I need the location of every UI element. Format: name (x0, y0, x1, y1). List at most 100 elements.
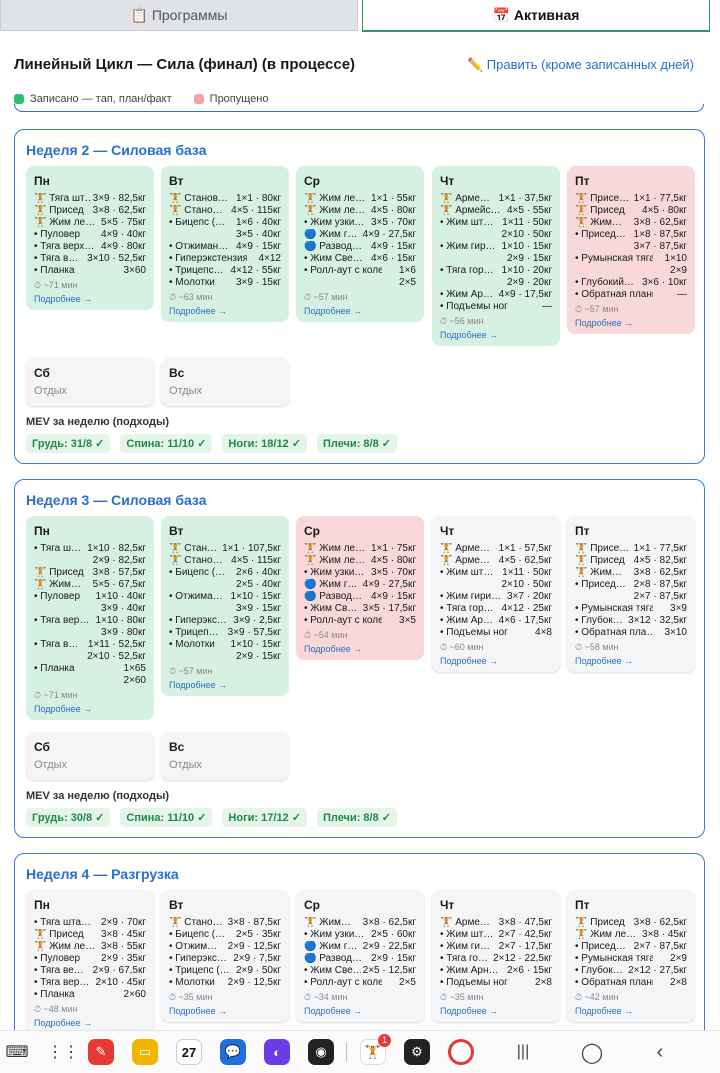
day-card[interactable]: Ср 🏋 Жим ле… 1×1 · 55кг 🏋 Жим ле… 4×5 · 80кг… (296, 166, 424, 322)
mev-badge-shoulders: Плечи: 8/8 ✓ (316, 434, 397, 453)
day-card[interactable]: Вт 🏋 Стан… 1×1 · 107,5кг 🏋 Стано… 4×5 · 115к… (161, 516, 289, 696)
tab-active[interactable]: 📅 Активная (362, 0, 710, 31)
exercise-name: • Гиперэкс… (169, 953, 227, 964)
back-button[interactable]: ‹ (656, 1040, 664, 1063)
details-link[interactable]: Подробнее → (304, 644, 363, 654)
details-link[interactable]: Подробнее → (575, 656, 634, 666)
exercise-name: • Трицепс… (169, 265, 224, 276)
exercise-sets: 2×6 · 15кг (507, 965, 552, 976)
exercise-sets: 3×7 · 87,5кг (633, 241, 687, 252)
exercise-sets: 1×1 · 55кг (371, 193, 416, 204)
week-card: Неделя 2 — Силовая база Пн 🏋 Тяга шт… 3×9 … (14, 129, 705, 464)
exercise-name: 🏋 Присед (575, 917, 625, 928)
exercise-sets: 4×9 · 15кг (371, 591, 416, 602)
files-app-icon[interactable]: ▭ (132, 1039, 158, 1065)
exercise-row: • Жим гир… 1×10 · 15кг (440, 241, 552, 253)
day-card[interactable]: Вт 🏋 Станов… 1×1 · 80кг 🏋 Стано… 4×5 · 115кг… (161, 166, 289, 322)
exercise-name: • Тяга вер… (34, 615, 90, 626)
exercise-name: • Пуловер (34, 953, 81, 964)
details-link[interactable]: Подробнее → (304, 1006, 363, 1016)
details-link[interactable]: Подробнее → (34, 1018, 93, 1028)
day-card[interactable]: Чт 🏋 Арме… 1×1 · 57,5кг 🏋 Арме… 4×5 · 62,5кг… (432, 516, 560, 672)
day-card[interactable]: Пн 🏋 Тяга шт… 3×9 · 82,5кг 🏋 Присед 3×8 · 62… (26, 166, 154, 310)
assistant-icon[interactable]: ⌨ (5, 1044, 29, 1061)
details-link[interactable]: Подробнее → (440, 330, 499, 340)
exercise-sets: 3×5 · 70кг (371, 217, 416, 228)
exercise-sets: 2×10 · 52,5кг (87, 651, 146, 662)
exercise-name: • Обратная планка (575, 289, 653, 300)
exercise-sets: 2×7 · 87,5кг (633, 941, 687, 952)
details-link[interactable]: Подробнее → (169, 680, 228, 690)
day-card[interactable]: Пн • Тяга ш… 1×10 · 82,5кг 2×9 · 82,5кг 🏋 Пр… (26, 516, 154, 720)
exercise-sets: 2×10 · 50кг (501, 229, 552, 240)
details-link[interactable]: Подробнее → (575, 1006, 634, 1016)
details-link[interactable]: Подробнее → (169, 306, 228, 316)
exercise-name: 🏋 Присе… (575, 193, 630, 204)
exercise-row: 2×9 · 15кг (440, 253, 552, 265)
details-link[interactable]: Подробнее → (304, 306, 363, 316)
duration-estimate: ⏱ ~42 мин (575, 992, 619, 1002)
apps-grid-icon[interactable]: ⋮⋮ (47, 1044, 79, 1061)
exercise-sets: 3×7 · 20кг (507, 591, 552, 602)
day-card[interactable]: Пн • Тяга шта… 2×9 · 70кг 🏋 Присед 3×8 · 45к… (26, 890, 154, 1034)
exercise-row: • Отжим… 2×9 · 12,5кг (169, 941, 281, 953)
notes-app-icon[interactable]: ✎ (88, 1039, 114, 1065)
exercise-sets: 2×9 (670, 265, 687, 276)
program-header: Линейный Цикл — Сила (финал) (в процессе… (14, 56, 714, 76)
exercise-sets: 3×9 · 57,5кг (227, 627, 281, 638)
details-link[interactable]: Подробнее → (440, 1006, 499, 1016)
tab-programs[interactable]: 📋 Программы (0, 0, 358, 31)
exercise-sets: 4×12 (258, 253, 281, 264)
exercise-name: 🏋 Присед (34, 205, 84, 216)
day-card-sun[interactable]: Вс Отдых (161, 358, 289, 406)
day-card[interactable]: Пт 🏋 Присе… 1×1 · 77,5кг 🏋 Присед 4×5 · 80кг… (567, 166, 695, 334)
rest-label: Отдых (169, 385, 203, 397)
legend-missed-label: Пропущено (209, 93, 269, 105)
details-link[interactable]: Подробнее → (575, 318, 634, 328)
day-card[interactable]: Вт 🏋 Стано… 3×8 · 87,5кг • Бицепс (… 2×5 · 3… (161, 890, 289, 1022)
home-button[interactable]: ◯ (580, 1041, 604, 1064)
exercise-name: • Тяга го… (440, 953, 488, 964)
details-link[interactable]: Подробнее → (34, 294, 93, 304)
camera-app-icon[interactable]: ◉ (308, 1039, 334, 1065)
day-card[interactable]: Чт 🏋 Арме… 3×8 · 47,5кг • Жим шт… 2×7 · 42,5… (432, 890, 560, 1022)
exercise-name: • Жим Арн… (440, 965, 499, 976)
details-link[interactable]: Подробнее → (440, 656, 499, 666)
day-card-sat[interactable]: Сб Отдых (26, 358, 154, 406)
notification-badge: 1 (378, 1034, 391, 1047)
exercise-sets: 3×60 (123, 265, 146, 276)
details-link[interactable]: Подробнее → (34, 704, 93, 714)
exercise-row: • Тяга вер… 2×10 · 45кг (34, 977, 146, 989)
exercise-sets: 4×5 · 62,5кг (498, 555, 552, 566)
settings-app-icon[interactable]: ⚙ (404, 1039, 430, 1065)
exercise-sets: 1×11 · 52,5кг (87, 639, 146, 650)
exercise-sets: 3×8 · 62,5кг (633, 917, 687, 928)
chrome-app-icon[interactable] (448, 1039, 474, 1065)
calendar-app-icon[interactable]: 27 (176, 1039, 202, 1065)
day-card[interactable]: Ср 🏋 Жим… 3×8 · 62,5кг • Жим узки… 2×5 · 60к… (296, 890, 424, 1022)
day-card-sun[interactable]: Вс Отдых (161, 732, 289, 780)
day-card[interactable]: Ср 🏋 Жим ле… 1×1 · 75кг 🏋 Жим ле… 4×5 · 80кг… (296, 516, 424, 660)
browser-app-icon[interactable]: ◐ (264, 1039, 290, 1065)
recents-button[interactable]: ||| (516, 1043, 530, 1060)
day-card[interactable]: Пт 🏋 Присед 3×8 · 62,5кг 🏋 Жим ле… 3×8 · 45к… (567, 890, 695, 1022)
exercise-row: 🏋 Присед 3×8 · 62,5кг (575, 917, 687, 929)
day-card[interactable]: Чт 🏋 Арме… 1×1 · 37,5кг 🏋 Армейс… 4×5 · 55кг… (432, 166, 560, 346)
day-card[interactable]: Пт 🏋 Присе… 1×1 · 77,5кг 🏋 Присед 4×5 · 82,5… (567, 516, 695, 672)
exercise-row: 🏋 Жим… 3×8 · 62,5кг (575, 567, 687, 579)
edit-program-link[interactable]: ✏️ Править (кроме записанных дней) (467, 57, 694, 72)
duration-estimate: ⏱ ~57 мин (304, 292, 348, 302)
exercise-sets: 4×5 · 55кг (507, 205, 552, 216)
exercise-sets: 2×9 · 70кг (101, 917, 146, 928)
day-name: Пн (34, 174, 50, 188)
exercise-row: • Тяга верх… 4×9 · 80кг (34, 241, 146, 253)
exercise-row: 🏋 Присед 3×8 · 57,5кг (34, 567, 146, 579)
exercise-name: 🏋 Жим… (575, 567, 622, 578)
exercise-sets: 1×10 · 15кг (230, 591, 281, 602)
day-card-sat[interactable]: Сб Отдых (26, 732, 154, 780)
details-link[interactable]: Подробнее → (169, 1006, 228, 1016)
exercise-row: • Тяга в… 1×11 · 52,5кг (34, 639, 146, 651)
exercise-sets: 2×9 · 12,5кг (227, 941, 281, 952)
day-name: Чт (440, 524, 455, 538)
messages-app-icon[interactable]: 💬 (220, 1039, 246, 1065)
